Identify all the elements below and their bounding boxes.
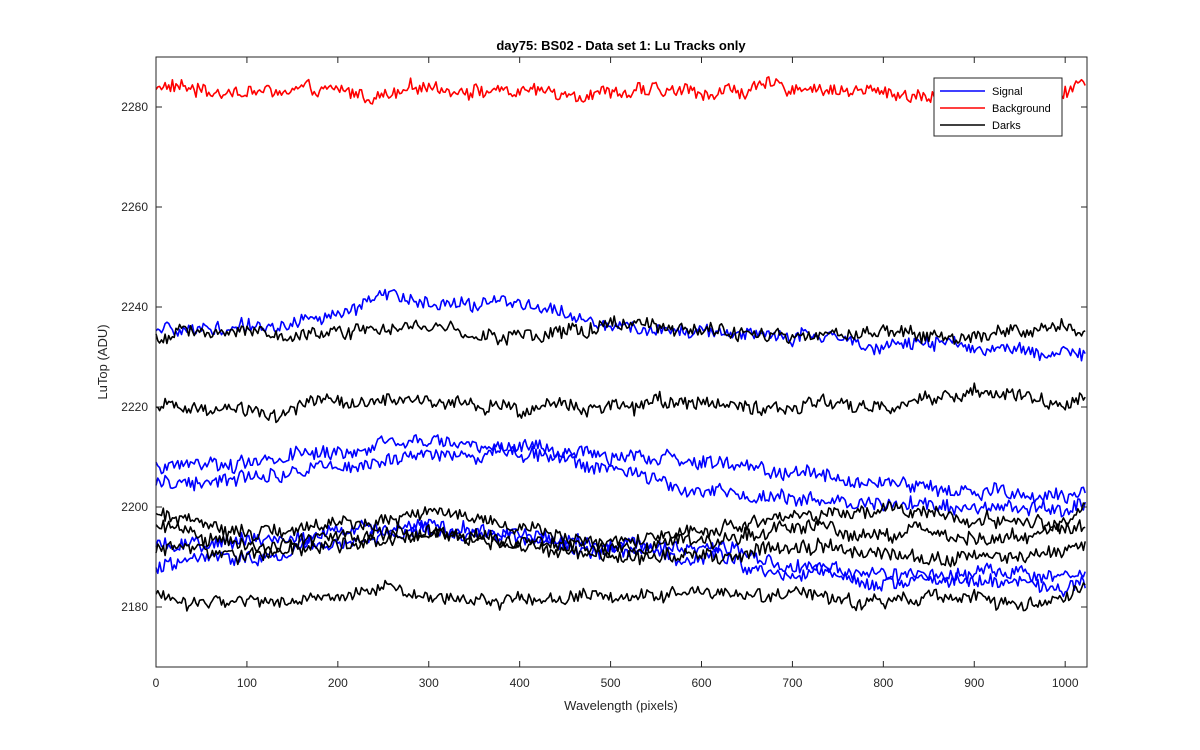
y-tick-label: 2180 — [121, 600, 148, 614]
x-tick-label: 800 — [873, 676, 893, 690]
y-tick-label: 2280 — [121, 100, 148, 114]
x-tick-label: 100 — [237, 676, 257, 690]
series-line-signal — [155, 288, 1086, 362]
y-tick-label: 2220 — [121, 400, 148, 414]
x-tick-label: 500 — [601, 676, 621, 690]
x-tick-label: 1000 — [1052, 676, 1079, 690]
x-tick-label: 900 — [964, 676, 984, 690]
legend: Signal Background Darks — [933, 77, 1063, 137]
series-layer — [155, 76, 1086, 612]
x-axis: 0 100 200 300 400 500 600 700 800 900 1000 — [153, 57, 1079, 690]
legend-label-darks: Darks — [992, 120, 1021, 132]
plot-frame — [155, 56, 1088, 668]
x-tick-label: 200 — [328, 676, 348, 690]
legend-label-signal: Signal — [992, 86, 1023, 98]
legend-label-background: Background — [992, 103, 1051, 115]
x-tick-label: 600 — [691, 676, 711, 690]
x-tick-label: 300 — [419, 676, 439, 690]
series-line-darks — [155, 579, 1086, 612]
series-line-darks — [155, 315, 1086, 346]
series-line-background — [155, 76, 1086, 105]
y-tick-label: 2260 — [121, 200, 148, 214]
chart-title: day75: BS02 - Data set 1: Lu Tracks only — [496, 38, 746, 53]
series-line-darks — [155, 519, 1086, 559]
y-axis-title: LuTop (ADU) — [95, 324, 110, 399]
legend-box — [933, 77, 1063, 137]
series-line-signal — [155, 434, 1086, 505]
x-tick-label: 700 — [782, 676, 802, 690]
y-tick-label: 2240 — [121, 300, 148, 314]
y-axis: 2180 2200 2220 2240 2260 2280 — [121, 100, 1087, 614]
series-line-darks — [155, 382, 1086, 424]
series-line-darks — [155, 500, 1086, 549]
x-axis-title: Wavelength (pixels) — [564, 698, 678, 713]
series-line-darks — [155, 526, 1086, 568]
y-tick-label: 2200 — [121, 500, 148, 514]
series-line-signal — [155, 444, 1086, 518]
x-tick-label: 400 — [510, 676, 530, 690]
x-tick-label: 0 — [153, 676, 160, 690]
